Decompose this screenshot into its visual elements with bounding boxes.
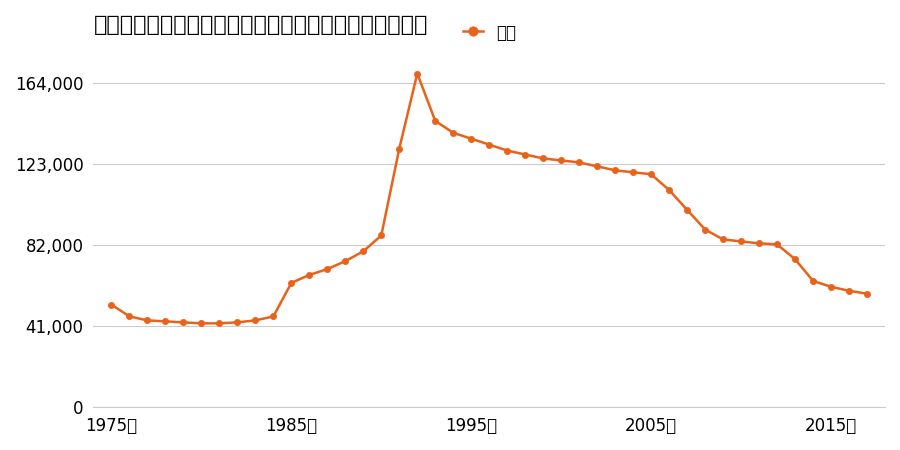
価格 [106,302,117,307]
価格 [232,320,243,325]
価格 [412,71,423,76]
価格 [196,321,207,326]
Text: 栃木県宇都宮市石井町字上野２９９２番７４の地価推移: 栃木県宇都宮市石井町字上野２９９２番７４の地価推移 [94,15,428,35]
価格 [376,233,387,238]
価格 [610,167,621,173]
価格 [717,237,728,242]
価格 [358,248,369,254]
価格 [735,238,746,244]
価格 [466,136,477,141]
価格 [250,318,261,323]
価格 [681,207,692,212]
価格 [592,164,603,169]
価格 [430,118,441,124]
価格 [124,314,135,319]
価格 [142,318,153,323]
価格 [699,227,710,232]
価格 [340,258,351,264]
価格 [753,241,764,246]
価格 [789,256,800,262]
価格 [574,160,585,165]
価格 [807,278,818,284]
価格 [628,170,639,175]
価格 [538,156,549,161]
価格 [322,266,333,272]
価格 [214,321,225,326]
価格 [556,158,567,163]
価格 [178,320,189,325]
価格 [663,187,674,193]
価格 [286,280,297,286]
価格 [825,284,836,289]
Legend: 価格: 価格 [456,18,523,49]
価格 [484,142,495,147]
価格 [520,152,531,157]
価格 [843,288,854,293]
価格 [448,130,459,135]
価格 [268,314,279,319]
価格 [160,319,171,324]
価格 [304,272,315,278]
価格 [394,146,405,151]
価格 [771,242,782,247]
価格 [861,291,872,297]
Line: 価格: 価格 [108,71,870,327]
価格 [502,148,513,153]
価格 [645,171,656,177]
